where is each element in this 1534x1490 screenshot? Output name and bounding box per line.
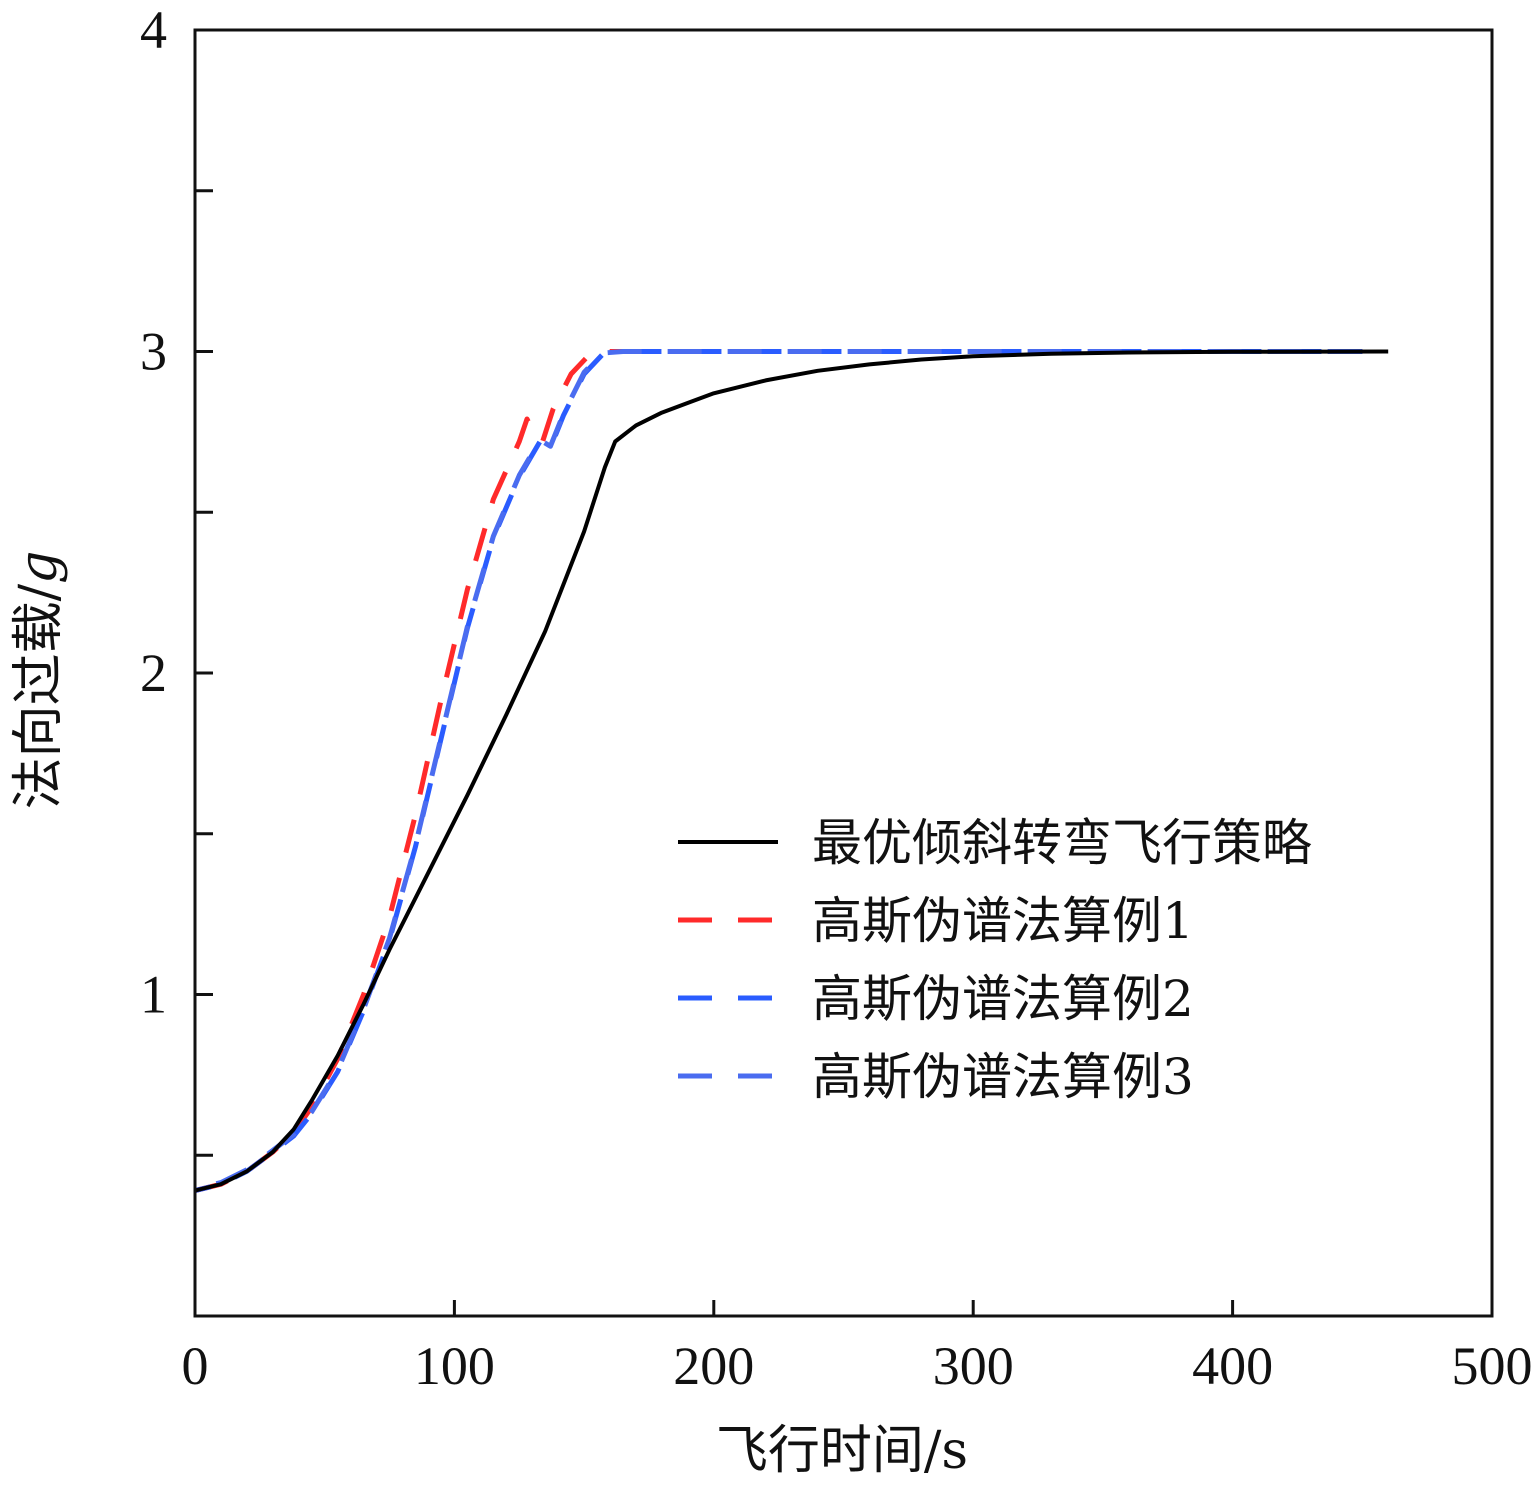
x-tick-label: 200 [673,1336,754,1396]
y-tick-label: 2 [140,643,167,703]
legend-label-4: 高斯伪谱法算例3 [812,1048,1194,1106]
x-tick-label: 0 [182,1336,209,1396]
x-tick-label: 500 [1452,1336,1533,1396]
y-tick-label: 1 [140,965,167,1025]
y-tick-label: 4 [140,0,167,60]
series-line-4 [194,349,1363,1192]
y-axis-title-unit: g [9,551,69,584]
plot-frame [193,28,1494,1318]
legend-label-1: 最优倾斜转弯飞行策略 [812,814,1312,872]
x-tick-label: 400 [1192,1336,1273,1396]
legend-label-2: 高斯伪谱法算例1 [812,892,1194,950]
y-axis-title: 法向过载/g [9,551,69,810]
x-tick-label: 300 [933,1336,1014,1396]
legend-label-3: 高斯伪谱法算例2 [812,970,1194,1028]
axis-layer: 0 100 200 300 400 500 1 2 3 4 [140,0,1533,1396]
x-tick-label: 100 [414,1336,495,1396]
x-axis-title: 飞行时间/s [716,1421,968,1481]
y-axis-title-text: 法向过载/ [9,583,69,809]
y-tick-label: 3 [140,322,167,382]
series-line-1 [194,349,1389,1193]
plot-layer [194,349,1389,1194]
